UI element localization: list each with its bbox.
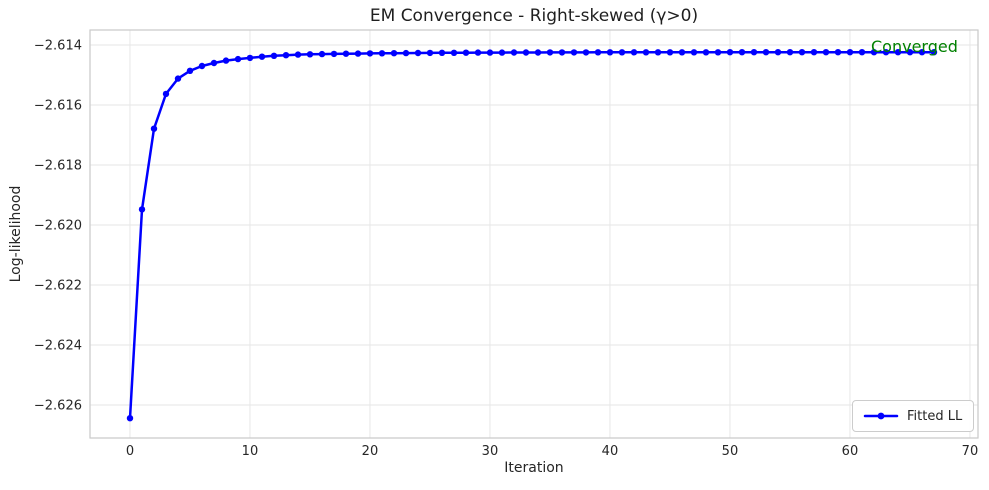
data-point-marker — [810, 49, 818, 56]
legend-label: Fitted LL — [907, 408, 963, 424]
data-point-marker — [798, 49, 806, 56]
data-point-marker — [882, 49, 890, 56]
y-tick-label: −2.620 — [34, 219, 82, 234]
x-tick-label: 10 — [242, 444, 259, 459]
data-point-marker — [426, 49, 434, 57]
data-point-marker — [282, 52, 290, 59]
data-point-marker — [918, 49, 926, 56]
data-point-marker — [630, 49, 638, 56]
data-point-marker — [894, 49, 902, 56]
data-point-marker — [198, 62, 206, 70]
x-tick-label: 50 — [722, 444, 739, 459]
data-point-marker — [822, 49, 830, 56]
data-point-marker — [570, 49, 578, 56]
data-point-marker — [534, 49, 542, 56]
data-point-marker — [126, 415, 134, 422]
fitted-ll-line — [128, 50, 936, 420]
data-point-marker — [642, 49, 650, 56]
y-tick-label: −2.626 — [34, 399, 82, 414]
data-point-marker — [474, 49, 482, 56]
data-point-marker — [222, 57, 230, 64]
x-axis-label: Iteration — [504, 460, 564, 476]
data-point-marker — [174, 75, 182, 82]
data-point-marker — [774, 49, 782, 56]
data-point-marker — [618, 49, 626, 56]
data-point-marker — [330, 50, 338, 58]
data-point-marker — [906, 49, 914, 56]
y-tick-label: −2.616 — [34, 99, 82, 114]
data-point-marker — [738, 49, 746, 56]
data-point-marker — [654, 49, 662, 56]
data-point-marker — [438, 49, 446, 56]
data-point-marker — [510, 49, 518, 56]
chart-title: EM Convergence - Right-skewed (γ>0) — [369, 6, 699, 26]
data-point-marker — [522, 49, 530, 56]
data-point-marker — [666, 49, 674, 56]
data-point-marker — [162, 90, 170, 98]
axes-spine — [89, 29, 979, 439]
data-point-marker — [558, 49, 566, 56]
data-point-marker — [594, 49, 602, 56]
data-point-marker — [690, 49, 698, 56]
data-point-marker — [318, 50, 326, 58]
data-point-marker — [726, 49, 734, 56]
data-point-marker — [390, 50, 398, 57]
data-point-marker — [786, 49, 794, 56]
data-point-marker — [258, 53, 266, 60]
x-tick-label: 60 — [842, 444, 859, 459]
converged-annotation: Converged — [871, 37, 958, 56]
data-point-marker — [294, 51, 302, 58]
data-point-marker — [234, 55, 242, 63]
data-point-marker — [414, 49, 422, 57]
data-point-marker — [846, 49, 854, 56]
data-point-marker — [498, 49, 506, 56]
data-point-marker — [186, 67, 194, 75]
x-tick-label: 0 — [126, 444, 134, 459]
data-point-marker — [402, 49, 410, 57]
data-point-marker — [210, 59, 218, 67]
x-tick-label: 30 — [482, 444, 499, 459]
data-point-marker — [306, 51, 314, 58]
legend: Fitted LL — [852, 400, 975, 432]
data-point-marker — [582, 49, 590, 56]
x-tick-label: 40 — [602, 444, 619, 459]
data-point-marker — [750, 49, 758, 56]
y-axis-label: Log-likelihood — [8, 185, 24, 283]
data-point-marker — [834, 49, 842, 56]
data-point-marker — [546, 49, 554, 56]
y-tick-label: −2.614 — [34, 39, 82, 54]
data-point-marker — [858, 49, 866, 56]
x-tick-label: 20 — [362, 444, 379, 459]
data-point-marker — [270, 52, 278, 59]
y-tick-label: −2.618 — [34, 159, 82, 174]
data-point-marker — [462, 49, 470, 56]
data-point-marker — [606, 49, 614, 56]
data-point-marker — [486, 49, 494, 56]
legend-line-sample-icon — [863, 412, 899, 420]
data-point-marker — [150, 125, 158, 132]
x-tick-label: 70 — [962, 444, 979, 459]
data-point-marker — [342, 50, 350, 57]
data-point-marker — [714, 49, 722, 56]
data-point-marker — [378, 50, 386, 57]
data-point-marker — [354, 50, 362, 57]
data-point-marker — [450, 49, 458, 56]
y-tick-label: −2.622 — [34, 279, 82, 294]
y-tick-label: −2.624 — [34, 339, 82, 354]
data-point-marker — [138, 206, 146, 213]
data-point-marker — [930, 49, 938, 56]
data-point-marker — [246, 54, 254, 62]
data-point-marker — [870, 49, 878, 56]
data-point-marker — [366, 50, 374, 57]
data-point-marker — [762, 49, 770, 56]
data-point-marker — [702, 49, 710, 56]
data-point-marker — [678, 49, 686, 56]
